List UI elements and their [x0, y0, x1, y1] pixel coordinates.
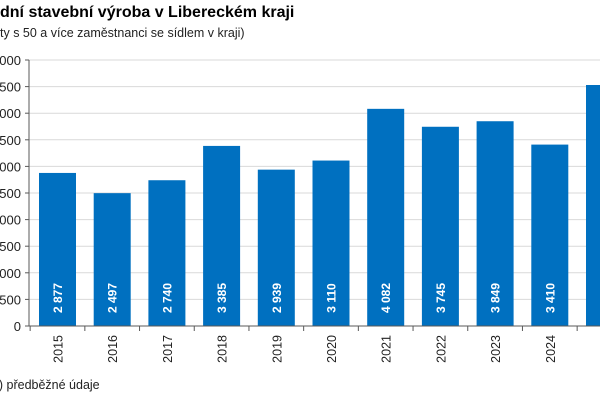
data-label: 3 745: [434, 283, 448, 313]
x-tick-label: 2022: [434, 335, 448, 363]
y-tick-label: 3 000: [0, 159, 21, 174]
bar-2018: [203, 145, 241, 326]
y-tick-label: 1 500: [0, 239, 21, 254]
data-label: 2 939: [270, 283, 284, 313]
bar-2024: [531, 144, 569, 326]
data-label: 3 385: [215, 283, 229, 313]
y-tick-label: 3 500: [0, 133, 21, 148]
data-label: 2 740: [160, 283, 174, 313]
y-tick-label: 5 000: [0, 53, 21, 68]
footnote: *) předběžné údaje: [0, 378, 100, 392]
y-tick-label: 0: [14, 319, 21, 334]
data-label: 3 110: [325, 283, 339, 313]
bar-2016: [93, 193, 131, 326]
bar-2020: [312, 160, 350, 326]
y-tick-label: 4 500: [0, 80, 21, 95]
bar-2015: [39, 172, 76, 326]
bar-2023: [476, 121, 514, 326]
bar-last: [586, 85, 600, 326]
bar-2019: [257, 169, 295, 326]
bar-2022: [421, 126, 459, 327]
data-label: 3 410: [543, 283, 557, 313]
bar-2017: [148, 180, 186, 326]
y-tick-label: 4 000: [0, 106, 21, 121]
x-tick-label: 2024: [544, 335, 558, 363]
x-tick-label: 2016: [106, 335, 120, 363]
x-tick-label: 2018: [216, 335, 230, 363]
bar-2021: [367, 108, 405, 326]
y-tick-label: 500: [0, 292, 21, 307]
data-label: 4 082: [379, 283, 393, 313]
y-tick-label: 2 000: [0, 213, 21, 228]
y-tick-label: 1 000: [0, 266, 21, 281]
x-tick-label: 2023: [489, 335, 503, 363]
data-label: 2 877: [51, 283, 65, 313]
x-tick-label: 2021: [380, 335, 394, 363]
data-label: 2 497: [106, 283, 120, 313]
x-tick-label: 2015: [52, 335, 66, 363]
chart-title: dní stavební výroba v Libereckém kraji: [0, 4, 295, 21]
x-tick-label: 2019: [270, 335, 284, 363]
y-tick-label: 2 500: [0, 186, 21, 201]
x-tick-label: 2017: [161, 335, 175, 363]
x-tick-label: 2020: [325, 335, 339, 363]
chart-subtitle: ty s 50 a více zaměstnanci se sídlem v k…: [0, 26, 245, 40]
data-label: 3 849: [489, 283, 503, 313]
